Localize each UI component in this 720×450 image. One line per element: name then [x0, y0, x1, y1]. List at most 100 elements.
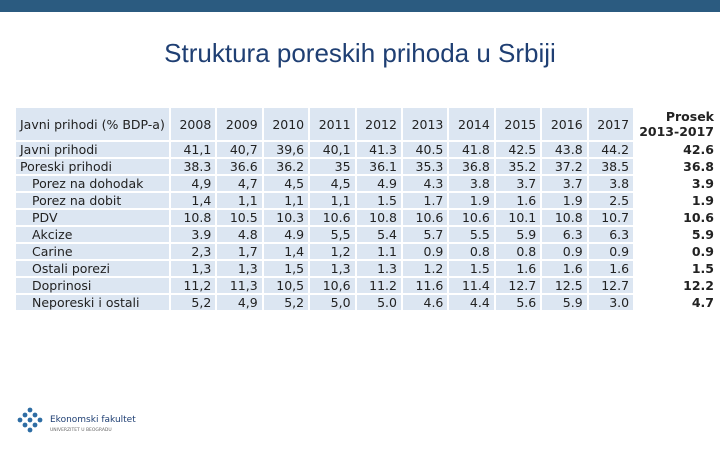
cell: 6.3: [540, 225, 589, 244]
table-row: Porez na dobit 1,4 1,1 1,1 1,1 1.5 1.7 1.9 1.6 1.…: [14, 191, 720, 210]
cell: 2,3: [168, 242, 218, 261]
cell: 10.8: [168, 208, 218, 227]
table-row: Ostali porezi 1,3 1,3 1,5 1,3 1.3 1.2 1.5 1.6 1.6…: [14, 259, 720, 278]
header-line: 2013-2017: [639, 124, 714, 139]
cell: 10.6: [308, 208, 357, 227]
cell: 5.5: [447, 225, 496, 244]
cell: 3.7: [493, 174, 543, 193]
cell: 10.7: [586, 208, 636, 227]
cell: 5,2: [168, 293, 218, 312]
cell: 1.9: [540, 191, 589, 210]
cell: 4.9: [354, 174, 403, 193]
cell: 1,1: [261, 191, 311, 210]
cell: 5.0: [354, 293, 403, 312]
cell: 1.6: [586, 259, 636, 278]
table-row: Akcize 3.9 4.8 4.9 5,5 5.4 5.7 5.5 5.9 6.3 6.3 5.9: [14, 225, 720, 244]
cell: 1,7: [215, 242, 264, 261]
row-label: Javni prihodi: [14, 140, 171, 159]
column-header: 2013: [400, 106, 450, 142]
column-header: 2017: [586, 106, 636, 142]
cell: 1,3: [308, 259, 357, 278]
row-label: Neporeski i ostali: [14, 293, 171, 312]
cell: 0.9: [586, 242, 636, 261]
cell: 4,7: [215, 174, 264, 193]
cell: 38.3: [168, 157, 218, 176]
cell: 10.1: [493, 208, 543, 227]
logo: Ekonomski fakultet UNIVERZITET U BEOGRAD…: [17, 407, 136, 433]
column-header: 2012: [354, 106, 403, 142]
cell: 35.2: [493, 157, 543, 176]
row-label: Ostali porezi: [14, 259, 171, 278]
cell: 1,2: [308, 242, 357, 261]
cell: 35: [308, 157, 357, 176]
cell: 4,5: [261, 174, 311, 193]
cell: 2.5: [586, 191, 636, 210]
cell: 1.6: [540, 259, 589, 278]
cell: 5.4: [354, 225, 403, 244]
cell: 1.7: [400, 191, 450, 210]
cell: 10,6: [308, 276, 357, 295]
cell: 12.5: [540, 276, 589, 295]
cell: 1,1: [215, 191, 264, 210]
column-header: Prosek 2013-2017: [633, 106, 720, 142]
row-label: Porez na dohodak: [14, 174, 171, 193]
cell: 5.6: [493, 293, 543, 312]
row-label: Carine: [14, 242, 171, 261]
row-label: Poreski prihodi: [14, 157, 171, 176]
cell: 1.9: [633, 191, 720, 210]
cell: 1.3: [354, 259, 403, 278]
cell: 0.9: [633, 242, 720, 261]
cell: 10.6: [447, 208, 496, 227]
table-row: Doprinosi 11,2 11,3 10,5 10,6 11.2 11.6 11.4 12.…: [14, 276, 720, 295]
cell: 1,4: [261, 242, 311, 261]
cell: 6.3: [586, 225, 636, 244]
column-header: 2009: [215, 106, 264, 142]
cell: 35.3: [400, 157, 450, 176]
cell: 3.7: [540, 174, 589, 193]
cell: 5.7: [400, 225, 450, 244]
cell: 11.6: [400, 276, 450, 295]
cell: 0.8: [447, 242, 496, 261]
cell: 5,2: [261, 293, 311, 312]
cell: 1.6: [493, 191, 543, 210]
cell: 11.2: [354, 276, 403, 295]
cell: 1.9: [447, 191, 496, 210]
cell: 42.5: [493, 140, 543, 159]
cell: 44.2: [586, 140, 636, 159]
cell: 1.5: [633, 259, 720, 278]
logo-subtitle: UNIVERZITET U BEOGRADU: [50, 427, 112, 433]
cell: 1,3: [168, 259, 218, 278]
column-header: 2015: [493, 106, 543, 142]
cell: 10.8: [354, 208, 403, 227]
column-header: 2011: [308, 106, 357, 142]
logo-name: Ekonomski fakultet: [50, 415, 136, 425]
top-bar: [0, 0, 720, 12]
row-label: Doprinosi: [14, 276, 171, 295]
cell: 4.7: [633, 293, 720, 312]
cell: 10.5: [215, 208, 264, 227]
cell: 11,3: [215, 276, 264, 295]
column-header: 2010: [261, 106, 311, 142]
cell: 36.2: [261, 157, 311, 176]
row-label: Akcize: [14, 225, 171, 244]
cell: 1,4: [168, 191, 218, 210]
column-header: 2016: [540, 106, 589, 142]
cell: 11.4: [447, 276, 496, 295]
cell: 3.8: [586, 174, 636, 193]
cell: 41.3: [354, 140, 403, 159]
cell: 5.9: [540, 293, 589, 312]
cell: 43.8: [540, 140, 589, 159]
cell: 0.8: [493, 242, 543, 261]
cell: 10.6: [400, 208, 450, 227]
cell: 40.5: [400, 140, 450, 159]
cell: 4,9: [168, 174, 218, 193]
cell: 37.2: [540, 157, 589, 176]
table-row: Poreski prihodi 38.3 36.6 36.2 35 36.1 35.3 36.…: [14, 157, 720, 176]
cell: 10.8: [540, 208, 589, 227]
cell: 10,5: [261, 276, 311, 295]
table-row: Neporeski i ostali 5,2 4,9 5,2 5,0 5.0 4.6 4.4 5…: [14, 293, 720, 312]
cell: 1.1: [354, 242, 403, 261]
table-row: Javni prihodi 41,1 40,7 39,6 40,1 41.3 40.5 41.…: [14, 140, 720, 159]
cell: 36.8: [447, 157, 496, 176]
